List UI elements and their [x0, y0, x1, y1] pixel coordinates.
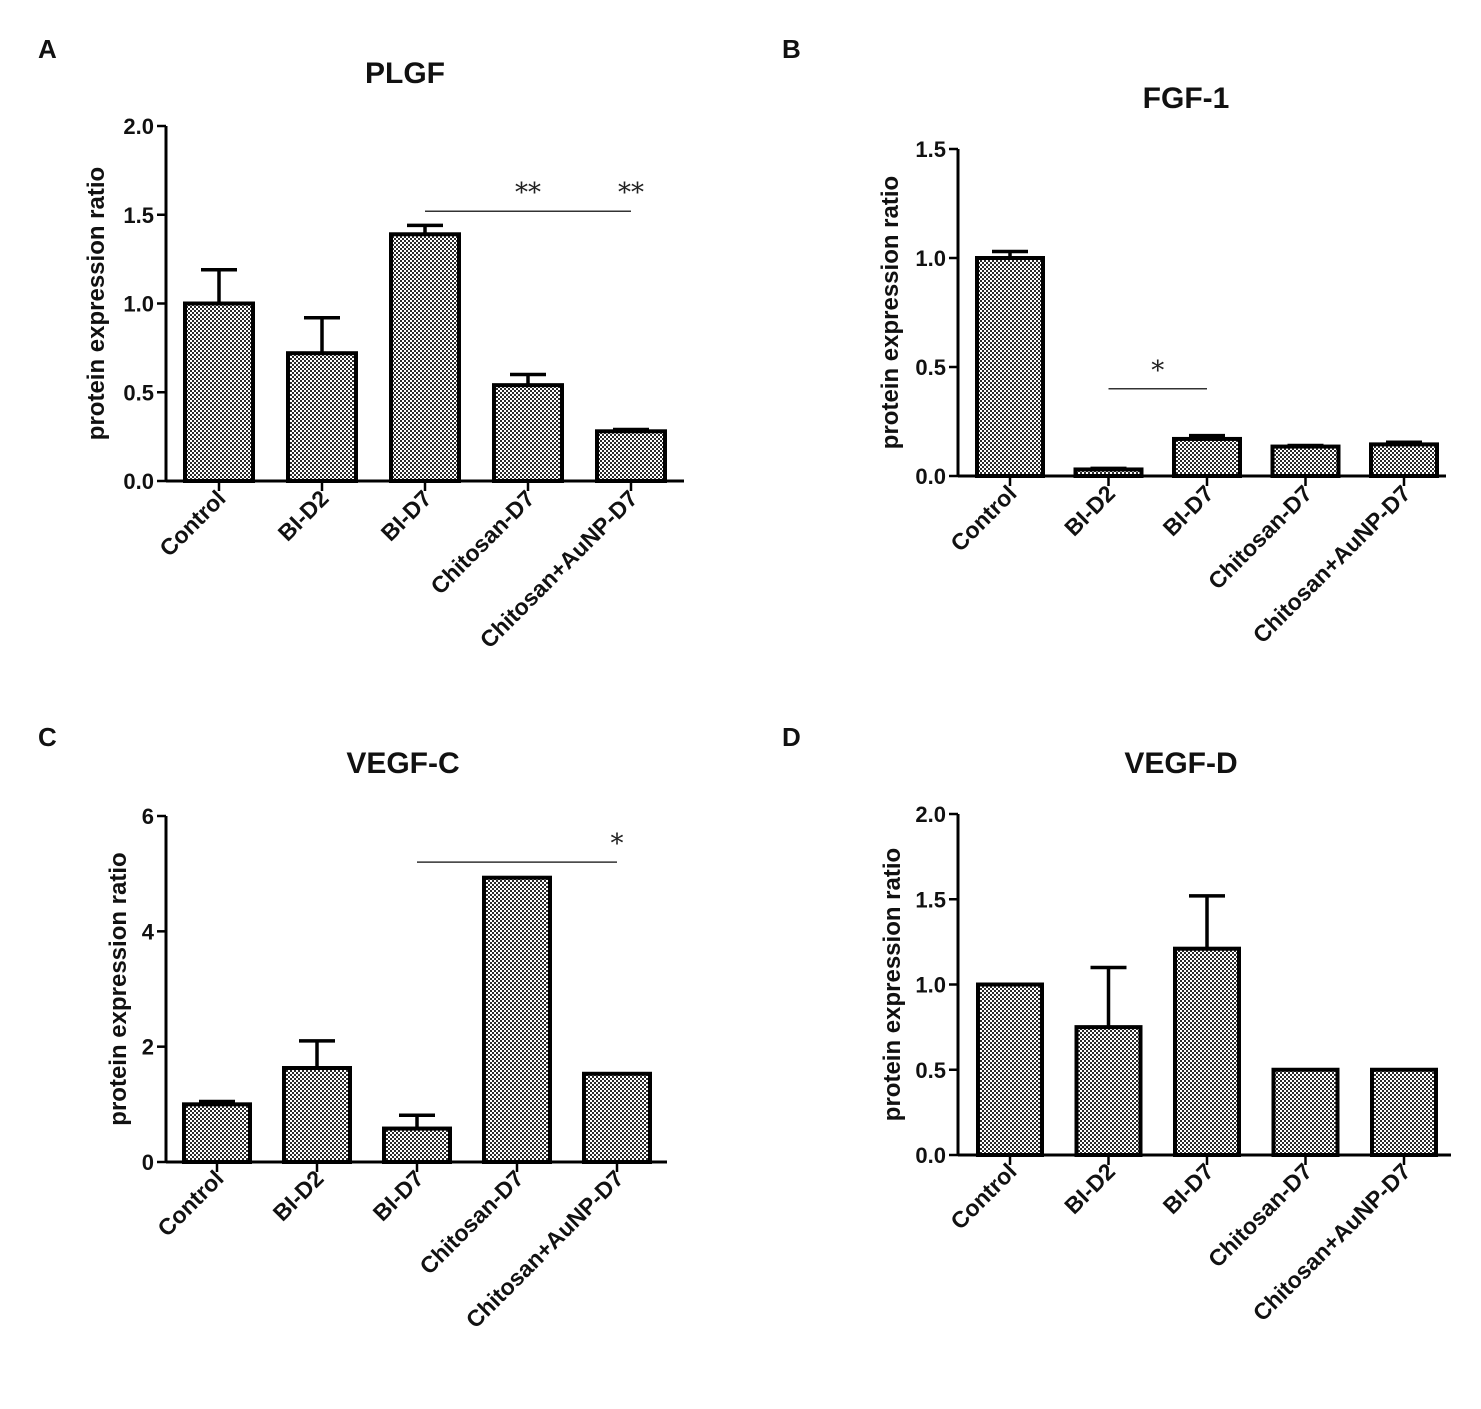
bar-c-2 [282, 1066, 352, 1164]
bar-c-4 [482, 875, 552, 1164]
category-label-a: Chitosan-D7 [425, 485, 539, 599]
y-tick-label-c: 0 [142, 1150, 154, 1175]
y-tick-label-b: 0.0 [915, 464, 946, 489]
significance-marker-b: * [1151, 356, 1164, 386]
significance-marker-a: ** [618, 178, 644, 208]
y-tick-label-c: 6 [142, 804, 154, 829]
category-label-d: Control [945, 1158, 1021, 1234]
y-tick-label-d: 1.0 [915, 973, 946, 998]
category-label-c: BI-D7 [368, 1165, 429, 1226]
bar-d-4 [1271, 1067, 1340, 1157]
y-axis-label-c: protein expression ratio [105, 852, 132, 1125]
bar-b-3 [1172, 436, 1242, 479]
category-label-b: Control [945, 480, 1021, 556]
panel-letter-c: C [38, 722, 57, 752]
chart-panel-d: VEGF-D protein expression ratio 0.0 0.5 1.0 1… [879, 747, 1451, 1326]
significance-marker-c: * [611, 829, 624, 859]
panel-letter-a: A [38, 34, 57, 64]
y-tick-label-a: 2.0 [123, 114, 154, 139]
bar-a-1 [183, 301, 255, 483]
panel-letter-b: B [782, 34, 801, 64]
y-tick-label-a: 1.0 [123, 292, 154, 317]
y-axis-label-a: protein expression ratio [83, 167, 110, 440]
charts-group: PLGF protein expression ratio 0.0 0.5 1.0 1.5… [83, 57, 1451, 1333]
y-tick-label-d: 1.5 [915, 887, 946, 912]
bar-d-2 [1074, 1025, 1143, 1157]
y-tick-label-d: 0.0 [915, 1143, 946, 1168]
bar-b-1 [975, 256, 1045, 478]
chart-panel-b: FGF-1 protein expression ratio 0.0 0.5 1.0 1.… [877, 82, 1446, 648]
bar-c-5 [582, 1071, 652, 1165]
y-tick-label-b: 1.5 [915, 137, 946, 162]
bar-b-5 [1369, 442, 1439, 479]
bar-d-1 [976, 982, 1044, 1157]
y-tick-label-d: 2.0 [915, 802, 946, 827]
y-tick-label-c: 4 [142, 919, 155, 944]
chart-panel-a: PLGF protein expression ratio 0.0 0.5 1.0 1.5… [83, 57, 684, 653]
bar-c-3 [382, 1126, 452, 1165]
y-axis-label-d: protein expression ratio [879, 848, 906, 1121]
chart-panel-c: VEGF-C protein expression ratio 0 2 4 6 Contro… [105, 747, 667, 1333]
bar-a-4 [492, 383, 564, 483]
bar-b-4 [1270, 444, 1341, 479]
bar-b-2 [1073, 467, 1144, 478]
bar-a-3 [389, 232, 461, 483]
category-label-a: BI-D7 [376, 485, 437, 546]
bar-a-2 [286, 351, 358, 484]
y-tick-label-a: 0.0 [123, 469, 154, 494]
chart-title-a: PLGF [365, 57, 445, 90]
category-label-d: BI-D2 [1059, 1158, 1120, 1219]
y-tick-label-a: 1.5 [123, 203, 154, 228]
y-tick-label-d: 0.5 [915, 1058, 946, 1083]
y-tick-label-b: 0.5 [915, 355, 946, 380]
category-label-a: BI-D2 [273, 485, 334, 546]
category-label-c: BI-D2 [268, 1165, 329, 1226]
y-tick-label-c: 2 [142, 1035, 154, 1060]
category-label-d: BI-D7 [1158, 1158, 1219, 1219]
significance-marker-a: ** [515, 178, 541, 208]
category-label-b: BI-D2 [1059, 480, 1120, 541]
category-label-c: Chitosan-D7 [414, 1165, 528, 1279]
y-tick-label-a: 0.5 [123, 380, 154, 405]
panel-letter-d: D [782, 722, 801, 752]
chart-title-c: VEGF-C [346, 747, 459, 780]
y-axis-label-b: protein expression ratio [877, 176, 904, 449]
category-label-b: BI-D7 [1158, 480, 1219, 541]
bar-d-3 [1173, 946, 1241, 1157]
chart-title-d: VEGF-D [1124, 747, 1237, 780]
bar-a-5 [595, 429, 667, 483]
category-label-c: Control [152, 1165, 228, 1241]
bar-d-5 [1370, 1067, 1438, 1157]
chart-title-b: FGF-1 [1143, 82, 1230, 115]
bar-c-1 [182, 1102, 252, 1165]
category-label-a: Control [154, 485, 230, 561]
y-tick-label-b: 1.0 [915, 246, 946, 271]
